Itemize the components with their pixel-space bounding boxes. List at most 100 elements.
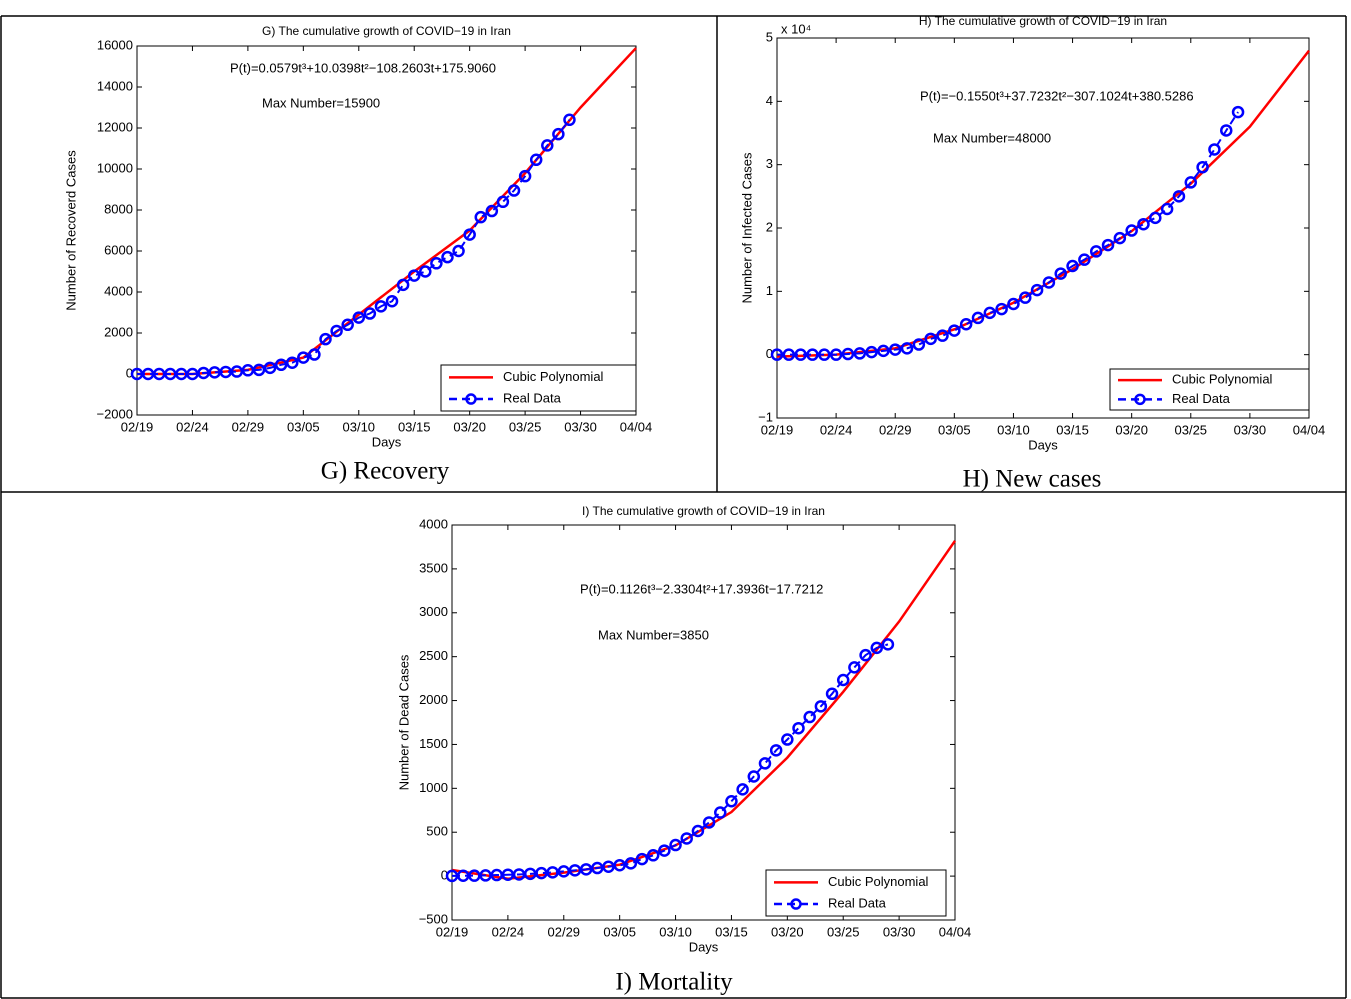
plot-area (136, 45, 637, 416)
x-tick-label: 02/29 (879, 422, 912, 437)
data-point (971, 311, 985, 325)
x-tick-label: 02/24 (176, 419, 209, 434)
data-point (680, 832, 693, 845)
data-point (1101, 238, 1115, 252)
y-tick-label: 16000 (97, 37, 133, 52)
chart-title: H) The cumulative growth of COVID−19 in … (919, 14, 1167, 28)
legend-label: Cubic Polynomial (503, 369, 604, 384)
x-tick-label: 03/20 (453, 419, 486, 434)
x-tick-label: 03/15 (1056, 422, 1089, 437)
y-multiplier: x 10⁴ (781, 21, 811, 36)
legend-label: Real Data (503, 390, 562, 405)
x-tick-label: 03/20 (1115, 422, 1148, 437)
data-point (814, 700, 828, 713)
data-point (252, 363, 266, 377)
x-tick-label: 02/19 (436, 924, 469, 939)
y-tick-label: 4000 (104, 283, 133, 298)
x-tick-label: 03/15 (398, 419, 431, 434)
x-axis-label: Days (1028, 437, 1058, 452)
y-tick-label: 500 (426, 824, 448, 839)
y-tick-label: 1500 (419, 736, 448, 751)
data-point (770, 348, 784, 361)
y-tick-label: −500 (419, 911, 448, 926)
formula: P(t)=0.0579t³+10.0398t²−108.2603t+175.90… (230, 60, 496, 75)
data-point (319, 332, 332, 346)
y-tick-label: 2500 (419, 648, 448, 663)
x-tick-label: 02/19 (761, 422, 794, 437)
x-tick-label: 02/24 (492, 924, 525, 939)
data-point (877, 344, 890, 358)
x-tick-label: 03/05 (603, 924, 636, 939)
data-point (613, 858, 626, 872)
data-point (430, 257, 443, 270)
data-point (794, 348, 807, 361)
data-point (474, 210, 488, 224)
x-tick-label: 03/15 (715, 924, 748, 939)
x-tick-label: 02/19 (121, 419, 154, 434)
data-point (274, 358, 288, 372)
y-tick-label: 6000 (104, 242, 133, 257)
data-point (725, 794, 738, 808)
series-line (777, 111, 1239, 356)
y-tick-label: 4000 (419, 516, 448, 531)
data-point (948, 324, 961, 337)
data-point (806, 348, 819, 361)
y-tick-label: −1 (758, 409, 773, 424)
legend-label: Cubic Polynomial (828, 874, 929, 889)
data-point (841, 347, 855, 361)
y-tick-label: 8000 (104, 201, 133, 216)
y-tick-label: 10000 (97, 160, 133, 175)
plot-area (451, 524, 956, 921)
y-tick-label: 14000 (97, 78, 133, 93)
data-point (691, 824, 705, 838)
data-point (385, 294, 399, 308)
data-point (330, 324, 343, 338)
x-tick-label: 03/20 (771, 924, 804, 939)
y-tick-label: 3500 (419, 560, 448, 575)
data-point (912, 338, 926, 351)
data-point (900, 342, 914, 355)
x-tick-label: 04/04 (1293, 422, 1326, 437)
data-point (853, 347, 867, 360)
max-number: Max Number=3850 (598, 627, 709, 642)
data-point (529, 153, 543, 167)
x-tick-label: 03/25 (1175, 422, 1208, 437)
y-tick-label: 2000 (104, 324, 133, 339)
x-tick-label: 03/10 (659, 924, 692, 939)
caption: G) Recovery (321, 458, 450, 485)
data-point (285, 356, 299, 369)
legend-label: Real Data (828, 895, 887, 910)
table-frame (0, 15, 1347, 999)
data-point (865, 345, 878, 359)
data-point (1113, 231, 1127, 245)
data-point (1066, 259, 1079, 273)
data-point (646, 849, 660, 862)
data-point (463, 228, 476, 241)
x-tick-label: 03/30 (564, 419, 597, 434)
data-point (1019, 291, 1032, 304)
y-tick-label: 1 (766, 283, 773, 298)
x-tick-label: 02/24 (820, 422, 853, 437)
legend-label: Real Data (1172, 391, 1231, 406)
data-point (936, 329, 949, 342)
data-point (579, 863, 593, 876)
data-point (792, 721, 805, 735)
data-point (1089, 245, 1103, 258)
data-point (1054, 267, 1067, 280)
y-tick-label: 3000 (419, 604, 448, 619)
data-point (1160, 202, 1174, 216)
data-point (1078, 253, 1091, 266)
max-number: Max Number=15900 (262, 95, 380, 110)
data-point (1007, 297, 1020, 311)
data-point (1231, 105, 1245, 119)
data-point (546, 866, 559, 879)
x-tick-label: 03/10 (343, 419, 376, 434)
data-point (352, 311, 366, 324)
x-tick-label: 03/30 (1234, 422, 1267, 437)
data-point (1184, 176, 1198, 189)
x-tick-label: 03/10 (997, 422, 1030, 437)
y-axis-label: Number of Dead Cases (396, 654, 411, 790)
data-point (557, 865, 571, 878)
x-tick-label: 03/05 (938, 422, 971, 437)
